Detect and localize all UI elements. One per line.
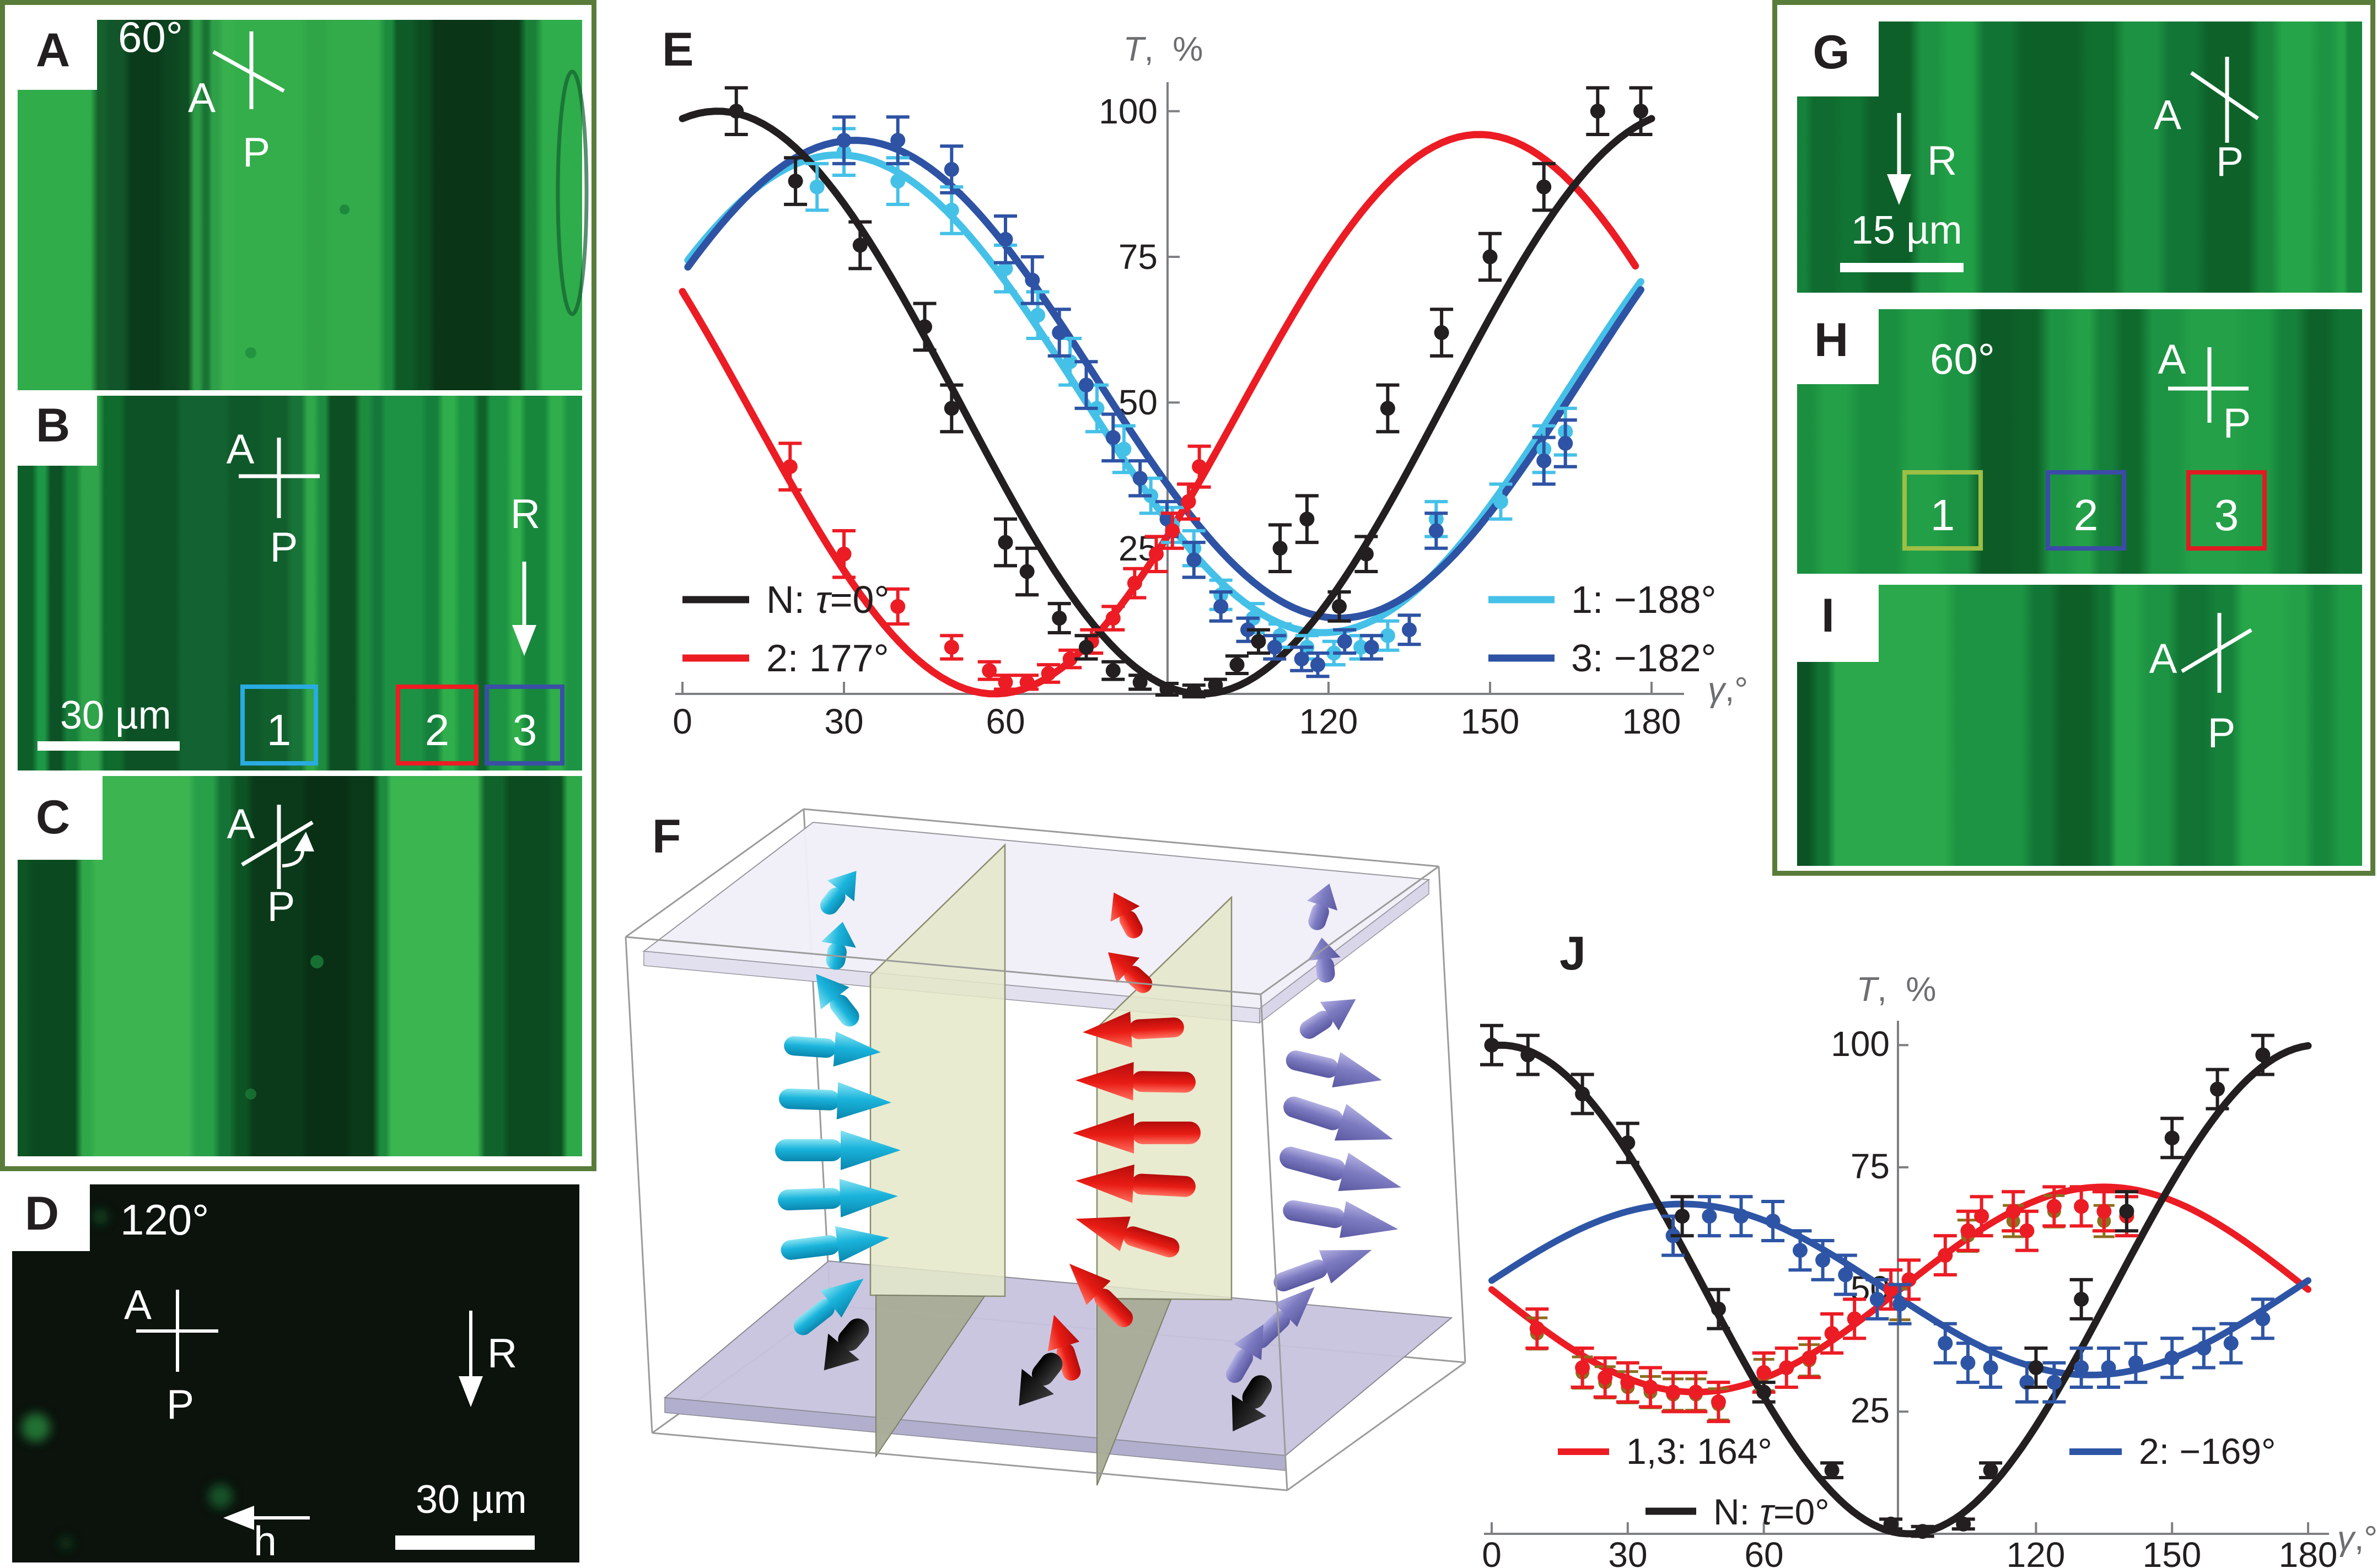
svg-text:P: P bbox=[243, 129, 270, 175]
svg-text:N: τ=0°: N: τ=0° bbox=[766, 578, 889, 621]
svg-text:γ,°: γ,° bbox=[1708, 671, 1748, 709]
svg-text:J: J bbox=[1559, 927, 1586, 980]
svg-text:A: A bbox=[36, 24, 70, 77]
svg-text:0: 0 bbox=[1482, 1535, 1502, 1568]
svg-text:A: A bbox=[188, 74, 216, 121]
svg-text:2: 2 bbox=[425, 705, 450, 755]
svg-text:100: 100 bbox=[1099, 91, 1158, 131]
svg-text:3: −182°: 3: −182° bbox=[1571, 637, 1717, 680]
svg-text:75: 75 bbox=[1118, 237, 1158, 277]
svg-text:150: 150 bbox=[1461, 702, 1520, 741]
svg-text:120: 120 bbox=[2007, 1535, 2066, 1568]
svg-text:A: A bbox=[2154, 91, 2181, 138]
svg-text:60: 60 bbox=[1744, 1535, 1783, 1568]
svg-text:2: 2 bbox=[2074, 491, 2099, 540]
svg-text:A: A bbox=[227, 426, 255, 473]
svg-text:h: h bbox=[254, 1518, 277, 1564]
svg-text:P: P bbox=[2216, 138, 2244, 185]
svg-text:120: 120 bbox=[1299, 702, 1358, 741]
svg-text:30: 30 bbox=[824, 702, 863, 741]
svg-text:15 µm: 15 µm bbox=[1851, 208, 1962, 252]
svg-text:180: 180 bbox=[1622, 702, 1681, 741]
svg-text:γ,°: γ,° bbox=[2337, 1519, 2377, 1558]
svg-text:N: τ=0°: N: τ=0° bbox=[1713, 1491, 1830, 1532]
svg-text:A: A bbox=[2149, 635, 2177, 682]
svg-text:G: G bbox=[1813, 26, 1850, 79]
svg-text:R: R bbox=[1927, 137, 1957, 184]
svg-text:D: D bbox=[25, 1187, 59, 1240]
svg-text:P: P bbox=[166, 1381, 194, 1427]
svg-text:P: P bbox=[2208, 710, 2236, 757]
svg-text:120°: 120° bbox=[120, 1195, 209, 1244]
svg-text:P: P bbox=[270, 524, 298, 571]
svg-text:E: E bbox=[662, 23, 693, 76]
svg-text:P: P bbox=[2223, 400, 2251, 447]
svg-text:30 µm: 30 µm bbox=[60, 693, 171, 737]
svg-text:I: I bbox=[1821, 589, 1835, 642]
svg-text:T, %: T, % bbox=[1123, 30, 1203, 68]
svg-text:180: 180 bbox=[2279, 1535, 2338, 1568]
svg-text:0: 0 bbox=[673, 702, 692, 741]
svg-text:25: 25 bbox=[1851, 1391, 1890, 1430]
svg-text:A: A bbox=[2158, 336, 2186, 383]
svg-text:2: 177°: 2: 177° bbox=[766, 637, 889, 680]
svg-text:50: 50 bbox=[1118, 382, 1158, 422]
svg-text:100: 100 bbox=[1831, 1024, 1890, 1064]
svg-text:F: F bbox=[652, 810, 681, 863]
svg-text:150: 150 bbox=[2143, 1535, 2202, 1568]
svg-text:A: A bbox=[227, 801, 255, 848]
svg-text:1,3: 164°: 1,3: 164° bbox=[1626, 1431, 1772, 1472]
svg-text:T, %: T, % bbox=[1857, 971, 1937, 1009]
svg-text:1: 1 bbox=[267, 705, 292, 755]
svg-text:R: R bbox=[510, 491, 540, 537]
svg-text:1: −188°: 1: −188° bbox=[1571, 578, 1717, 621]
svg-text:3: 3 bbox=[2214, 491, 2239, 540]
svg-text:60°: 60° bbox=[1930, 335, 1995, 383]
svg-text:C: C bbox=[36, 791, 70, 844]
svg-text:60°: 60° bbox=[118, 13, 183, 61]
svg-text:3: 3 bbox=[513, 705, 537, 755]
svg-text:30: 30 bbox=[1608, 1535, 1647, 1568]
svg-text:B: B bbox=[36, 399, 70, 452]
svg-text:H: H bbox=[1814, 314, 1848, 367]
svg-text:2: −169°: 2: −169° bbox=[2139, 1431, 2276, 1472]
svg-text:60: 60 bbox=[986, 702, 1025, 741]
svg-text:30 µm: 30 µm bbox=[416, 1478, 527, 1522]
svg-text:A: A bbox=[124, 1281, 152, 1328]
svg-text:75: 75 bbox=[1851, 1146, 1890, 1186]
svg-text:R: R bbox=[487, 1330, 517, 1376]
svg-text:1: 1 bbox=[1930, 491, 1955, 540]
svg-text:P: P bbox=[267, 883, 295, 930]
